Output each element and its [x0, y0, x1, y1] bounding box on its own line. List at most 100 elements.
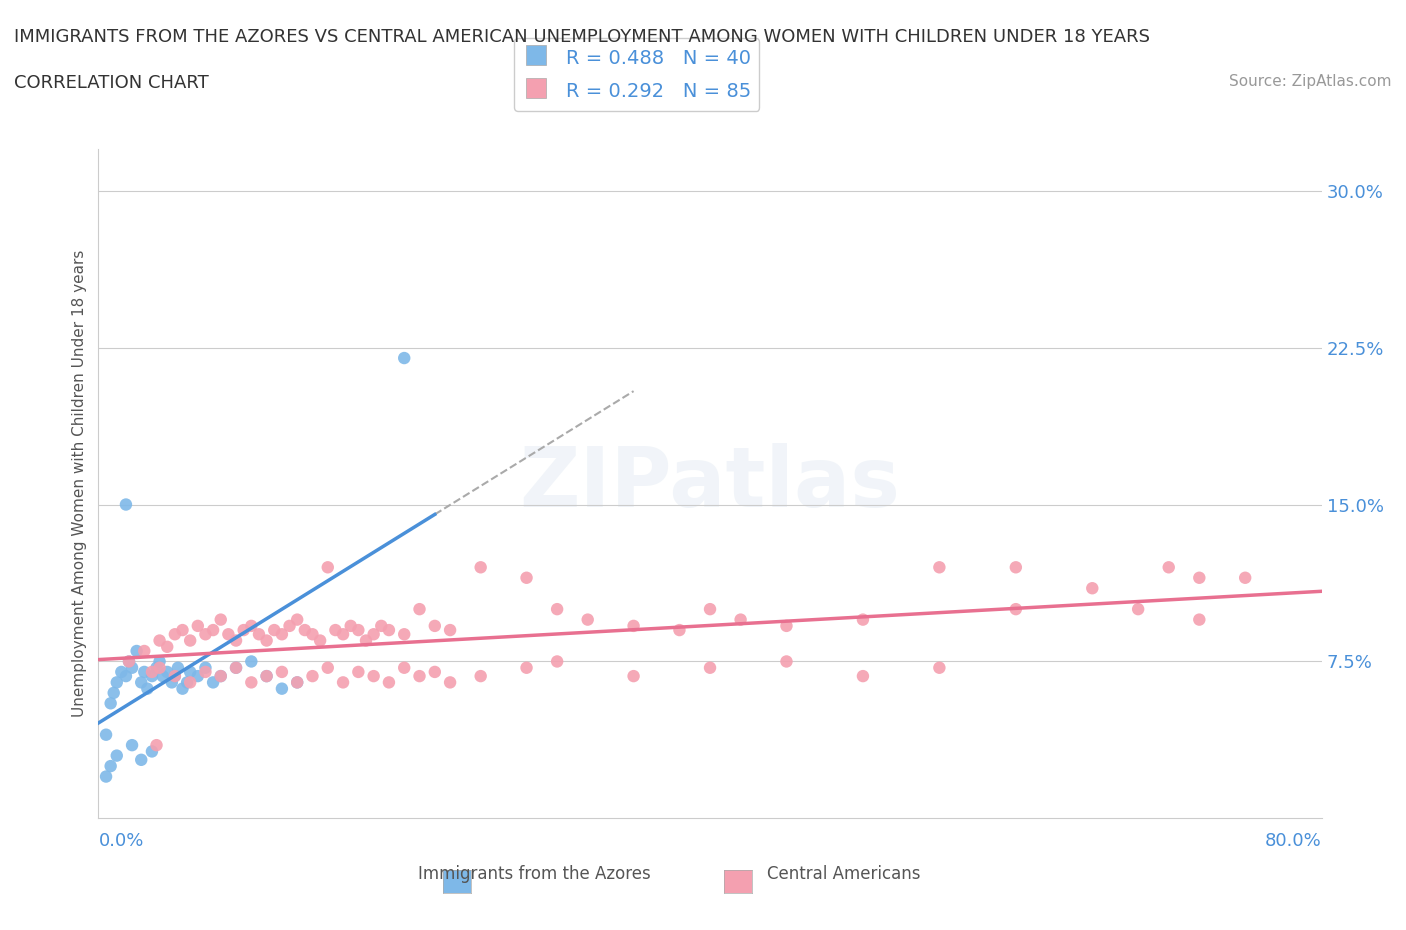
Text: Immigrants from the Azores: Immigrants from the Azores — [418, 865, 651, 883]
Point — [152, 669, 174, 684]
Text: 0.0%: 0.0% — [98, 832, 143, 850]
Point — [240, 618, 263, 633]
Point — [121, 660, 143, 675]
Point — [167, 660, 190, 675]
Point — [470, 560, 492, 575]
Point — [928, 660, 950, 675]
Point — [263, 623, 285, 638]
Point — [270, 627, 292, 642]
Point — [423, 618, 446, 633]
Point — [347, 623, 370, 638]
Point — [110, 665, 132, 680]
Point — [392, 660, 416, 675]
Point — [1128, 602, 1150, 617]
Text: ZIPatlas: ZIPatlas — [520, 443, 900, 525]
Point — [378, 623, 401, 638]
Point — [141, 744, 163, 759]
Point — [325, 623, 347, 638]
Point — [668, 623, 690, 638]
Point — [623, 669, 645, 684]
Point — [439, 623, 461, 638]
Point — [209, 669, 232, 684]
Point — [309, 633, 332, 648]
Point — [105, 675, 128, 690]
Point — [194, 665, 217, 680]
Point — [163, 627, 186, 642]
Point — [232, 623, 254, 638]
Point — [270, 682, 292, 697]
Point — [339, 618, 361, 633]
Point — [179, 665, 201, 680]
Point — [301, 669, 323, 684]
Point — [240, 675, 263, 690]
Point — [423, 665, 446, 680]
Point — [285, 675, 308, 690]
Point — [156, 665, 179, 680]
Point — [118, 654, 141, 669]
Point — [225, 633, 247, 648]
Text: Central Americans: Central Americans — [766, 865, 921, 883]
Point — [134, 644, 156, 658]
Point — [1157, 560, 1180, 575]
Point — [775, 618, 797, 633]
Point — [256, 633, 278, 648]
Point — [278, 618, 301, 633]
Point — [363, 669, 385, 684]
Point — [100, 696, 122, 711]
Point — [129, 752, 152, 767]
Point — [156, 640, 179, 655]
Point — [378, 675, 401, 690]
Point — [775, 654, 797, 669]
Point — [852, 612, 875, 627]
Point — [118, 654, 141, 669]
Point — [1188, 570, 1211, 585]
Legend: R = 0.488   N = 40, R = 0.292   N = 85: R = 0.488 N = 40, R = 0.292 N = 85 — [513, 38, 759, 111]
Point — [187, 669, 209, 684]
Point — [392, 351, 416, 365]
Point — [392, 627, 416, 642]
Point — [115, 669, 138, 684]
Point — [270, 665, 292, 680]
Point — [256, 669, 278, 684]
Point — [256, 669, 278, 684]
Point — [141, 665, 163, 680]
Point — [516, 660, 538, 675]
Point — [332, 675, 354, 690]
Point — [149, 654, 172, 669]
Point — [194, 660, 217, 675]
Point — [149, 633, 172, 648]
Point — [699, 602, 721, 617]
Point — [1188, 612, 1211, 627]
Point — [202, 675, 225, 690]
Point — [294, 623, 316, 638]
Point — [699, 660, 721, 675]
Point — [103, 685, 125, 700]
Point — [163, 669, 186, 684]
Point — [187, 618, 209, 633]
Point — [1004, 560, 1026, 575]
Point — [209, 669, 232, 684]
Point — [209, 612, 232, 627]
Point — [217, 627, 239, 642]
Point — [623, 618, 645, 633]
Point — [194, 627, 217, 642]
Point — [202, 623, 225, 638]
Point — [285, 612, 308, 627]
Point — [179, 633, 201, 648]
Point — [439, 675, 461, 690]
Point — [163, 669, 186, 684]
Point — [301, 627, 323, 642]
Point — [94, 769, 117, 784]
Point — [125, 644, 148, 658]
Text: Source: ZipAtlas.com: Source: ZipAtlas.com — [1229, 74, 1392, 89]
Point — [94, 727, 117, 742]
Point — [1004, 602, 1026, 617]
Point — [129, 675, 152, 690]
Text: IMMIGRANTS FROM THE AZORES VS CENTRAL AMERICAN UNEMPLOYMENT AMONG WOMEN WITH CHI: IMMIGRANTS FROM THE AZORES VS CENTRAL AM… — [14, 28, 1150, 46]
Point — [347, 665, 370, 680]
Point — [1234, 570, 1257, 585]
Point — [516, 570, 538, 585]
Point — [160, 675, 183, 690]
Point — [316, 560, 339, 575]
Text: CORRELATION CHART: CORRELATION CHART — [14, 74, 209, 92]
